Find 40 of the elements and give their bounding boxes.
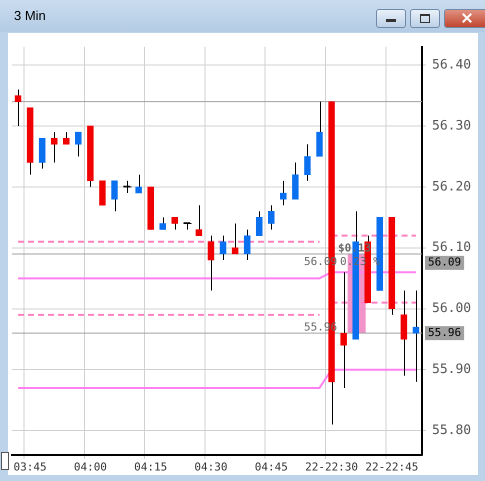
y-tick-label: 56.10 <box>432 240 472 256</box>
candlestick <box>280 180 287 206</box>
candlestick <box>196 204 202 236</box>
candlestick <box>38 138 46 170</box>
x-tick-label: 04:30 <box>194 460 228 474</box>
candlestick <box>256 210 263 236</box>
candlestick <box>292 162 299 200</box>
x-tick-label: 04:00 <box>74 460 107 474</box>
candlestick <box>232 222 238 254</box>
candlestick <box>412 290 420 382</box>
candlestick <box>316 101 323 157</box>
candlestick <box>268 204 275 230</box>
candlestick <box>111 180 118 212</box>
x-tick-label: 03:45 <box>14 460 47 474</box>
x-tick-label: 04:45 <box>254 460 288 474</box>
candlestick <box>135 174 142 194</box>
candlestick <box>220 235 226 261</box>
candlestick <box>340 272 347 388</box>
y-tick-label: 56.40 <box>432 57 472 72</box>
x-tick-label: 22-22:30 <box>305 460 358 474</box>
candlestick <box>171 216 178 230</box>
candlestick <box>208 235 214 291</box>
candlestick <box>400 290 408 376</box>
candlestick <box>304 144 311 182</box>
chart-title: 3 Min <box>14 8 46 23</box>
ref-line-label: 55.96 <box>428 326 462 340</box>
ref-line-label: 56.09 <box>428 256 462 269</box>
candlestick <box>62 132 70 145</box>
x-tick-label: 22-22:45 <box>365 460 418 474</box>
candlestick <box>14 88 22 127</box>
candlestick <box>74 132 82 157</box>
candlestick <box>50 132 58 164</box>
y-tick-label: 56.30 <box>432 118 472 134</box>
y-tick-label: 56.00 <box>432 301 472 316</box>
x-tick-label: 04:15 <box>134 460 168 474</box>
candlestick <box>159 216 166 230</box>
y-tick-label: 55.90 <box>432 362 472 378</box>
y-tick-label: 55.80 <box>432 423 472 438</box>
candlestick <box>244 229 250 261</box>
y-tick-label: 56.20 <box>432 179 472 194</box>
